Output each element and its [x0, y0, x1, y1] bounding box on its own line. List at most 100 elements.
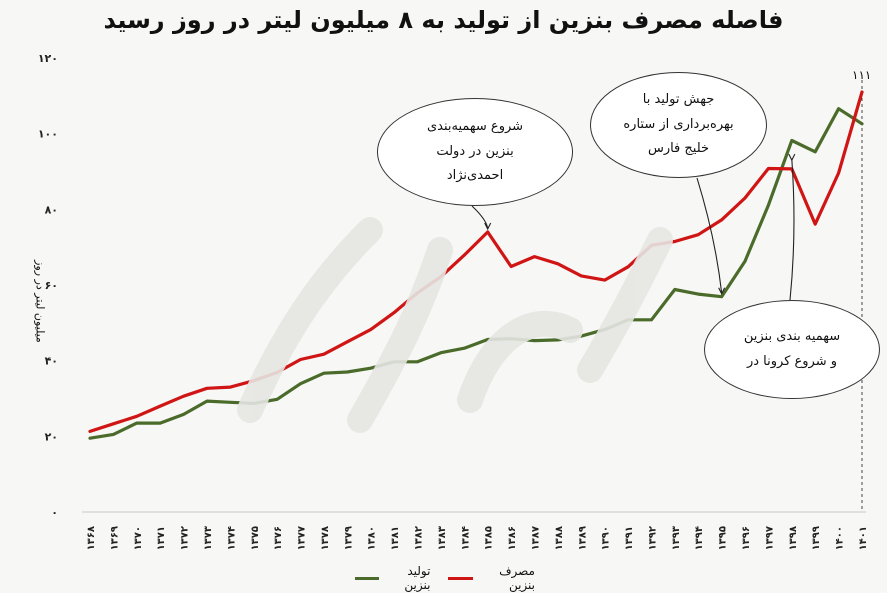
connector-rationing [471, 205, 489, 229]
x-tick-label: ۱۳۸۵ [484, 526, 495, 550]
series-line-consumption [88, 90, 864, 433]
data-point-production [860, 122, 864, 126]
axes: ۰ ۲۰ ۴۰ ۶۰ ۸۰ ۱۰۰ ۱۲۰ ۱۳۶۸ ۱۳۶۹ ۱۳۷۰ ۱۳۷۱ ۱۳۷۲ ۱۳۷۳ ۱… [38, 52, 869, 550]
data-point-production [533, 339, 536, 342]
data-point-consumption [112, 422, 115, 426]
data-point-production [88, 436, 92, 440]
data-point-consumption [369, 328, 373, 331]
data-point-production [603, 328, 606, 331]
y-tick-label: ۲۰ [45, 430, 58, 443]
data-point-consumption [88, 430, 92, 433]
data-point-consumption [299, 358, 302, 361]
x-tick-label: ۱۳۹۸ [788, 526, 799, 550]
x-tick-label: ۱۳۸۹ [577, 526, 588, 550]
data-point-production [837, 107, 840, 110]
data-point-consumption [158, 404, 162, 408]
data-point-production [813, 150, 817, 154]
data-point-consumption [860, 90, 864, 94]
x-tick-label: ۱۳۷۵ [250, 526, 261, 550]
legend-label-production: تولید بنزین [404, 564, 431, 592]
data-point-consumption [509, 265, 513, 268]
data-point-production [720, 295, 723, 299]
chart-title: فاصله مصرف بنزین از تولید به ۸ میلیون لی… [103, 6, 784, 34]
data-point-production [650, 318, 653, 322]
data-point-production [790, 139, 794, 142]
data-point-consumption [556, 262, 560, 266]
legend: مصرف بنزین تولید بنزین [355, 564, 535, 592]
data-point-consumption [463, 253, 466, 257]
x-tick-label: ۱۳۷۶ [273, 526, 284, 550]
data-point-consumption [252, 379, 256, 383]
data-point-consumption [837, 171, 840, 175]
y-tick-label: ۱۲۰ [38, 52, 58, 65]
data-point-production [696, 292, 700, 296]
y-tick-label: ۸۰ [45, 203, 58, 216]
data-point-production [205, 399, 209, 403]
x-tick-label: ۱۳۸۴ [460, 526, 471, 550]
data-point-production [346, 370, 349, 374]
data-point-production [322, 371, 326, 375]
y-tick-label: ۶۰ [45, 279, 58, 292]
data-point-consumption [533, 255, 536, 258]
callout-persian-gulf-star: جهش تولید با بهره‌برداری از ستاره خلیج ف… [590, 72, 767, 178]
data-point-production [252, 402, 256, 405]
legend-label-consumption: مصرف بنزین [499, 564, 535, 592]
x-tick-label: ۱۳۹۳ [671, 526, 682, 550]
legend-item-production: تولید بنزین [355, 564, 430, 592]
data-point-consumption [603, 278, 606, 282]
data-point-consumption [322, 352, 326, 356]
data-point-production [416, 360, 419, 364]
y-tick-label: ۴۰ [45, 355, 58, 368]
data-point-production [579, 334, 583, 338]
x-tick-label: ۱۳۹۷ [764, 526, 775, 550]
connector-persian-gulf-star [696, 177, 723, 293]
x-tick-label: ۱۳۹۲ [647, 526, 658, 550]
x-tick-label: ۱۳۸۶ [507, 526, 518, 550]
data-point-consumption [486, 230, 489, 234]
data-point-production [275, 397, 279, 401]
data-point-production [369, 366, 373, 370]
x-tick-label: ۱۳۹۹ [811, 526, 822, 550]
data-point-consumption [813, 222, 817, 226]
data-point-production [743, 259, 747, 263]
data-point-consumption [135, 414, 139, 418]
callout-rationing-text: شروع سهمیه‌بندی بنزین در دولت احمدی‌نژاد [426, 118, 524, 184]
data-point-production [463, 346, 466, 350]
data-point-production [299, 382, 302, 386]
connector-persian-gulf-star-arrow [718, 287, 726, 295]
x-tick-label: ۱۳۷۴ [226, 526, 237, 550]
data-point-production [509, 337, 513, 341]
x-tick-label: ۱۴۰۱ [858, 526, 869, 550]
data-point-consumption [229, 385, 232, 389]
data-point-production [112, 433, 115, 436]
data-point-consumption [579, 274, 583, 278]
x-tick-label: ۱۳۹۴ [694, 526, 705, 550]
data-point-consumption [439, 275, 443, 278]
x-tick-label: ۱۳۸۲ [414, 526, 425, 550]
data-point-consumption [650, 243, 653, 247]
y-axis-label: میلیون لیتر در روز [33, 260, 47, 343]
x-tick-label: ۱۳۷۱ [156, 526, 167, 550]
data-point-production [158, 421, 162, 425]
data-point-consumption [673, 240, 677, 243]
data-point-production [767, 203, 770, 207]
data-point-production [229, 400, 232, 404]
last-value-label: ۱۱۱ [852, 68, 872, 82]
x-tick-label: ۱۳۹۵ [718, 526, 729, 550]
x-tick-label: ۱۳۶۹ [109, 526, 120, 550]
x-tick-label: ۱۳۸۳ [437, 526, 448, 550]
data-point-production [135, 421, 139, 425]
connector-corona-arrow [788, 153, 796, 162]
x-tick-label: ۱۳۷۲ [180, 526, 191, 550]
legend-swatch-consumption [448, 576, 473, 580]
x-tick-label: ۱۴۰۰ [835, 526, 846, 550]
legend-swatch-production [355, 576, 380, 580]
data-point-production [556, 338, 560, 342]
x-tick-label: ۱۳۹۰ [601, 526, 612, 550]
data-point-production [392, 360, 396, 364]
x-tick-label: ۱۳۸۱ [390, 526, 401, 550]
callout-corona-rationing: سهمیه بندی بنزین و شروع کرونا در [704, 300, 880, 399]
x-tick-label: ۱۳۷۳ [203, 526, 214, 550]
x-tick-label: ۱۳۸۰ [367, 526, 378, 550]
data-point-consumption [416, 291, 419, 295]
